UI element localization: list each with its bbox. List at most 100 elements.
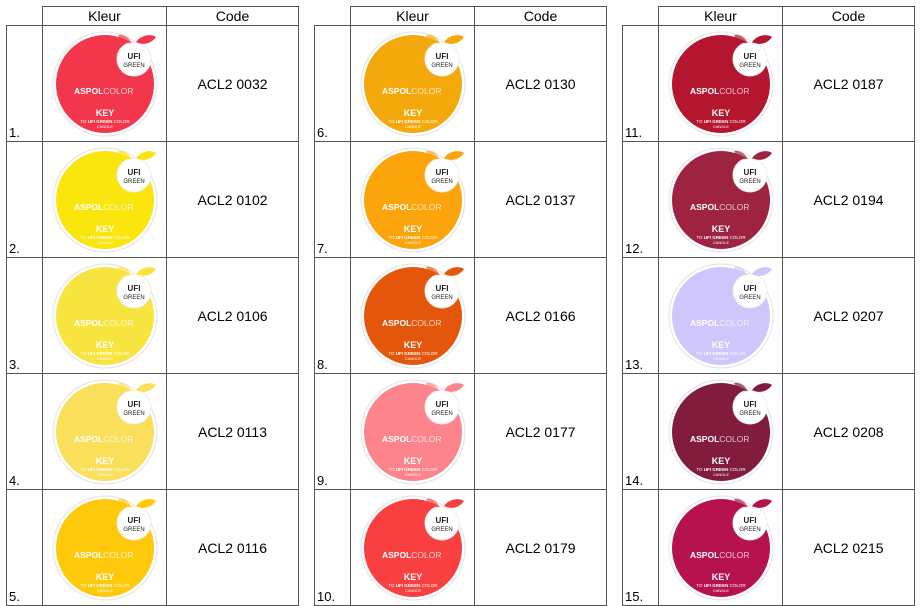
row-number: 15. [622, 489, 659, 606]
subline-text: TO UFI GREEN COLOR [80, 351, 130, 356]
subline-post: COLOR [728, 119, 746, 124]
ufi-badge [732, 273, 767, 308]
brand-text: ASPOLCOLOR [382, 318, 442, 328]
brand-text: ASPOLCOLOR [382, 434, 442, 444]
row-number: 9. [314, 373, 351, 490]
table-row: 4. UFI GREEN ASPOLCOLOR KEY TO UFI GREEN… [6, 373, 299, 490]
ufi-badge [116, 157, 151, 192]
color-code-text: ACL2 0177 [505, 423, 576, 440]
candle-text: CANDLE [96, 472, 113, 477]
ufi-badge-top-text: UFI [743, 168, 756, 177]
key-text: KEY [403, 572, 422, 582]
number-header [314, 6, 351, 26]
leaf-small-icon [425, 266, 440, 275]
brand-text: ASPOLCOLOR [382, 86, 442, 96]
table-header-row: Kleur Code [6, 6, 299, 26]
leaf-small-icon [733, 34, 748, 43]
key-text: KEY [711, 456, 730, 466]
subline-bold: UFI GREEN [395, 467, 420, 472]
ufi-badge-bottom-text: GREEN [123, 411, 144, 417]
row-number-text: 10. [317, 589, 336, 604]
subline-pre: TO [388, 583, 395, 588]
color-code: ACL2 0102 [166, 141, 299, 258]
ufi-badge-bottom-text: GREEN [431, 63, 452, 69]
subline-post: COLOR [728, 583, 746, 588]
color-code-text: ACL2 0102 [197, 191, 268, 208]
subline-pre: TO [696, 583, 703, 588]
color-code: ACL2 0177 [474, 373, 607, 490]
leaf-icon [443, 34, 464, 44]
ufi-badge-bottom-text: GREEN [123, 179, 144, 185]
ufi-badge-bottom-text: GREEN [123, 527, 144, 533]
brand-text-light: COLOR [411, 318, 441, 328]
key-text: KEY [95, 108, 114, 118]
color-swatch: UFI GREEN ASPOLCOLOR KEY TO UFI GREEN CO… [360, 495, 466, 601]
subline-text: TO UFI GREEN COLOR [80, 119, 130, 124]
subline-post: COLOR [112, 119, 130, 124]
leaf-small-icon [733, 382, 748, 391]
brand-text: ASPOLCOLOR [382, 550, 442, 560]
row-number-text: 3. [9, 357, 20, 372]
ufi-badge [732, 41, 767, 76]
swatch-graphic: UFI GREEN ASPOLCOLOR KEY TO UFI GREEN CO… [668, 147, 773, 252]
color-swatch-cell: UFI GREEN ASPOLCOLOR KEY TO UFI GREEN CO… [42, 489, 167, 606]
ufi-badge [424, 41, 459, 76]
leaf-small-icon [733, 266, 748, 275]
row-number: 2. [6, 141, 43, 258]
subline-pre: TO [388, 467, 395, 472]
brand-text-light: COLOR [719, 86, 749, 96]
brand-text: ASPOLCOLOR [74, 202, 134, 212]
table-row: 5. UFI GREEN ASPOLCOLOR KEY TO UFI GREEN… [6, 489, 299, 606]
table-row: 14. UFI GREEN ASPOLCOLOR KEY TO UFI GREE… [622, 373, 915, 490]
color-swatch-cell: UFI GREEN ASPOLCOLOR KEY TO UFI GREEN CO… [658, 25, 783, 142]
brand-text-light: COLOR [103, 318, 133, 328]
brand-text-bold: ASPOL [382, 550, 411, 560]
color-code: ACL2 0032 [166, 25, 299, 142]
row-number-text: 12. [625, 241, 644, 256]
candle-text: CANDLE [712, 240, 729, 245]
color-swatch: UFI GREEN ASPOLCOLOR KEY TO UFI GREEN CO… [52, 147, 158, 253]
brand-text-light: COLOR [103, 202, 133, 212]
row-number-text: 13. [625, 357, 644, 372]
subline-text: TO UFI GREEN COLOR [388, 583, 438, 588]
leaf-icon [443, 382, 464, 392]
color-code-text: ACL2 0113 [197, 423, 267, 440]
row-number-text: 2. [9, 241, 20, 256]
brand-text-bold: ASPOL [690, 86, 719, 96]
subline-pre: TO [388, 351, 395, 356]
table-row: 8. UFI GREEN ASPOLCOLOR KEY TO UFI GREEN… [314, 257, 607, 374]
row-number-text: 11. [625, 125, 643, 140]
color-table-2: Kleur Code 6. UFI GREEN ASPOLCOLOR KEY T… [314, 6, 607, 606]
ufi-badge-top-text: UFI [127, 516, 140, 525]
brand-text-bold: ASPOL [690, 434, 719, 444]
color-code-text: ACL2 0130 [505, 75, 576, 92]
subline-pre: TO [80, 351, 87, 356]
row-number-text: 8. [317, 357, 328, 372]
row-number: 12. [622, 141, 659, 258]
ufi-badge [116, 389, 151, 424]
swatch-graphic: UFI GREEN ASPOLCOLOR KEY TO UFI GREEN CO… [668, 263, 773, 368]
ufi-badge [424, 273, 459, 308]
subline-post: COLOR [420, 467, 438, 472]
color-code-text: ACL2 0215 [813, 539, 884, 556]
swatch-graphic: UFI GREEN ASPOLCOLOR KEY TO UFI GREEN CO… [360, 495, 465, 600]
subline-bold: UFI GREEN [703, 467, 728, 472]
subline-text: TO UFI GREEN COLOR [696, 235, 746, 240]
subline-pre: TO [696, 467, 703, 472]
color-swatch: UFI GREEN ASPOLCOLOR KEY TO UFI GREEN CO… [668, 379, 774, 485]
subline-bold: UFI GREEN [703, 119, 728, 124]
subline-post: COLOR [420, 119, 438, 124]
brand-text-bold: ASPOL [382, 202, 411, 212]
brand-text-bold: ASPOL [74, 434, 103, 444]
key-text: KEY [403, 456, 422, 466]
key-text: KEY [95, 224, 114, 234]
color-swatch: UFI GREEN ASPOLCOLOR KEY TO UFI GREEN CO… [360, 379, 466, 485]
key-text: KEY [95, 456, 114, 466]
candle-text: CANDLE [96, 240, 113, 245]
color-swatch-cell: UFI GREEN ASPOLCOLOR KEY TO UFI GREEN CO… [350, 489, 475, 606]
key-text: KEY [403, 108, 422, 118]
subline-text: TO UFI GREEN COLOR [80, 467, 130, 472]
brand-text-light: COLOR [103, 86, 133, 96]
color-code-text: ACL2 0179 [505, 539, 576, 556]
brand-text: ASPOLCOLOR [690, 86, 750, 96]
